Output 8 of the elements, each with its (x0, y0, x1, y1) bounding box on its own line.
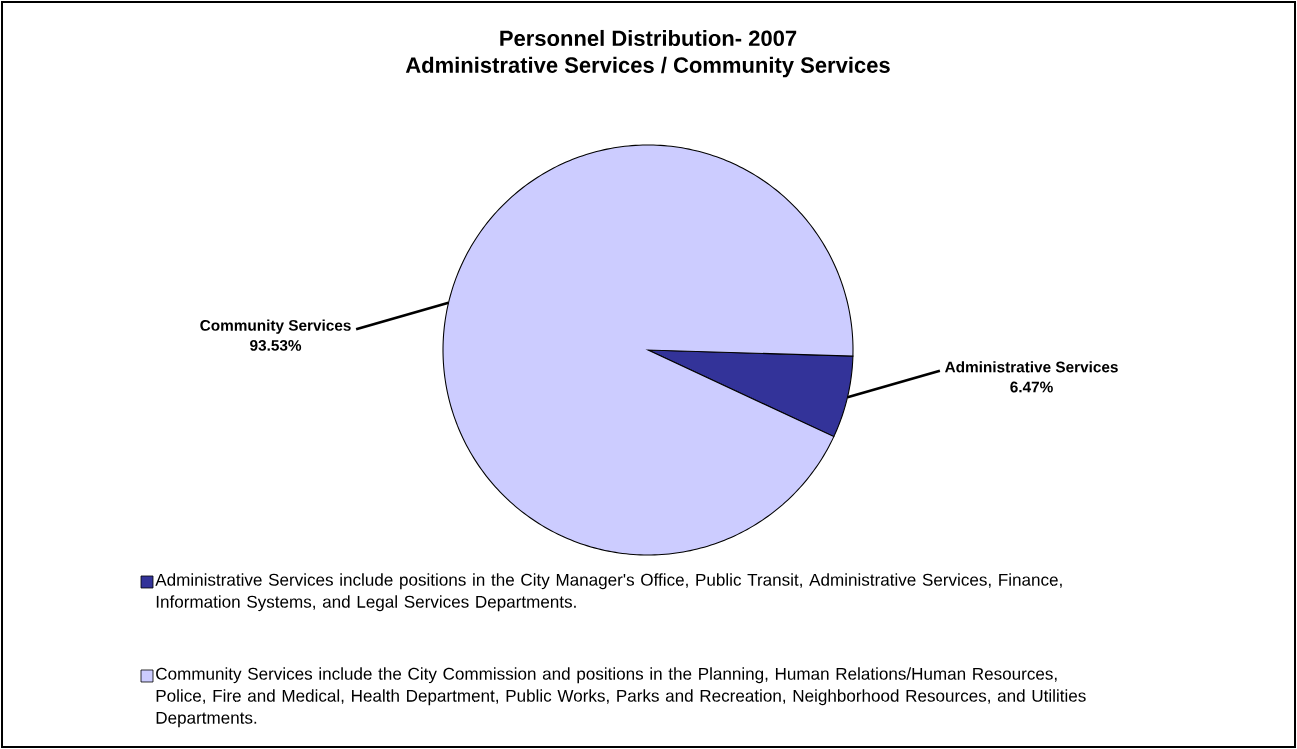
chart-title: Personnel Distribution- 2007 (500, 29, 797, 47)
slice-label: Community Services (200, 319, 351, 334)
text: Community Services include the City Commission and positions in the Planning, Human Relations/Human Resources, Police, Fire and Medical, Health Department, Public Works, Parks and Recreation, Neighborhood Resources, and Utilities Departments. (156, 667, 1086, 728)
data-label: 6.47% (1010, 381, 1053, 393)
text: Administrative Services include positions in the City Manager's Office, Public Transit, Administrative Services, Finance, Information Systems, and Legal Services Departments. (155, 573, 1062, 612)
slice-label: Administrative Services (944, 361, 1118, 373)
data-label: 93.53% (250, 339, 302, 351)
chart-subtitle: Administrative Services / Community Services (405, 56, 890, 78)
